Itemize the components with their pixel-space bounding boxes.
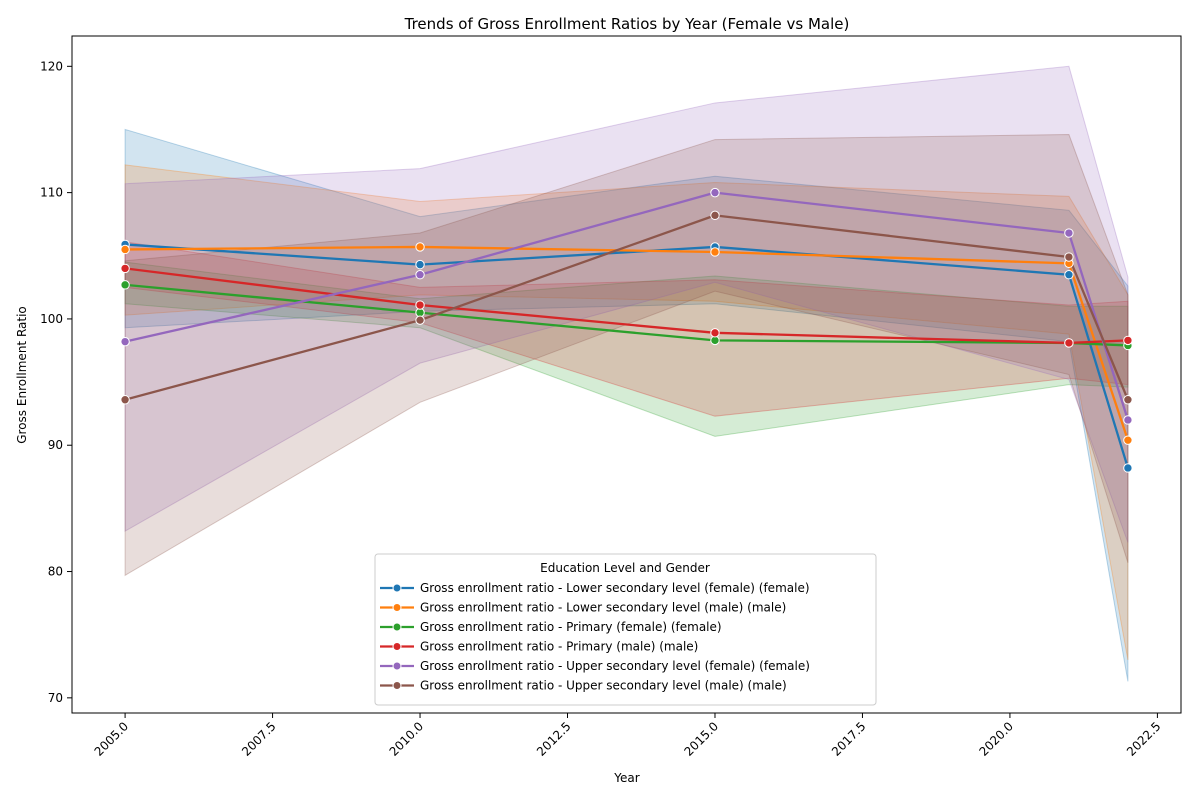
- y-axis-ticks: 70 80 90 100 110 120: [40, 59, 72, 705]
- legend-marker: [392, 603, 402, 612]
- series-markers: [120, 187, 1133, 473]
- legend-marker: [392, 583, 402, 593]
- data-point: [1123, 395, 1133, 405]
- data-point: [710, 210, 720, 221]
- data-point: [1123, 415, 1133, 425]
- legend-box: [374, 553, 877, 706]
- legend-title: Education Level and Gender: [540, 561, 710, 575]
- data-point: [120, 336, 130, 347]
- data-point: [710, 328, 720, 338]
- legend-marker: [392, 661, 402, 671]
- data-point: [120, 280, 130, 290]
- data-point: [1123, 463, 1133, 473]
- y-tick-label: 70: [48, 691, 63, 705]
- data-point: [415, 259, 425, 270]
- data-point: [1064, 228, 1074, 238]
- data-point: [120, 395, 130, 405]
- y-tick-label: 80: [48, 565, 63, 579]
- legend-label: Gross enrollment ratio - Primary (female…: [420, 620, 722, 634]
- data-point: [1123, 435, 1133, 445]
- legend-label: Gross enrollment ratio - Lower secondary…: [420, 601, 786, 615]
- x-axis-label: Year: [613, 771, 639, 785]
- y-tick-label: 90: [48, 438, 63, 452]
- data-point: [415, 315, 425, 325]
- plot-frame: [71, 35, 1182, 714]
- legend-label: Gross enrollment ratio - Primary (male) …: [420, 640, 698, 654]
- legend-marker: [392, 642, 402, 651]
- confidence-band-3: [124, 261, 1129, 437]
- legend-label: Gross enrollment ratio - Upper secondary…: [420, 679, 787, 693]
- confidence-band-2: [124, 164, 1129, 661]
- y-tick-label: 100: [40, 312, 63, 326]
- data-point: [1064, 270, 1074, 280]
- data-point: [120, 263, 130, 274]
- chart-title: Trends of Gross Enrollment Ratios by Yea…: [404, 15, 850, 33]
- data-point: [710, 187, 720, 198]
- y-tick-label: 110: [40, 186, 63, 200]
- data-point: [415, 300, 425, 310]
- data-point: [1064, 338, 1074, 348]
- legend-label: Gross enrollment ratio - Upper secondary…: [420, 659, 810, 673]
- data-point: [120, 244, 130, 255]
- data-point: [415, 270, 425, 280]
- data-point: [710, 247, 720, 257]
- confidence-bands: [124, 65, 1129, 682]
- legend-marker: [392, 622, 402, 632]
- legend-label: Gross enrollment ratio - Lower secondary…: [420, 581, 810, 595]
- y-axis-label: Gross Enrollment Ratio: [15, 306, 29, 444]
- legend-items: Gross enrollment ratio - Lower secondary…: [380, 581, 810, 693]
- data-point: [1123, 335, 1133, 346]
- legend-marker: [392, 681, 402, 690]
- data-point: [1064, 252, 1074, 262]
- legend: Education Level and Gender Gross enrollm…: [374, 553, 877, 706]
- data-point: [415, 242, 425, 252]
- confidence-band-6: [124, 134, 1129, 577]
- y-tick-label: 120: [40, 59, 63, 73]
- confidence-band-1: [124, 128, 1129, 682]
- confidence-band-5: [124, 65, 1129, 543]
